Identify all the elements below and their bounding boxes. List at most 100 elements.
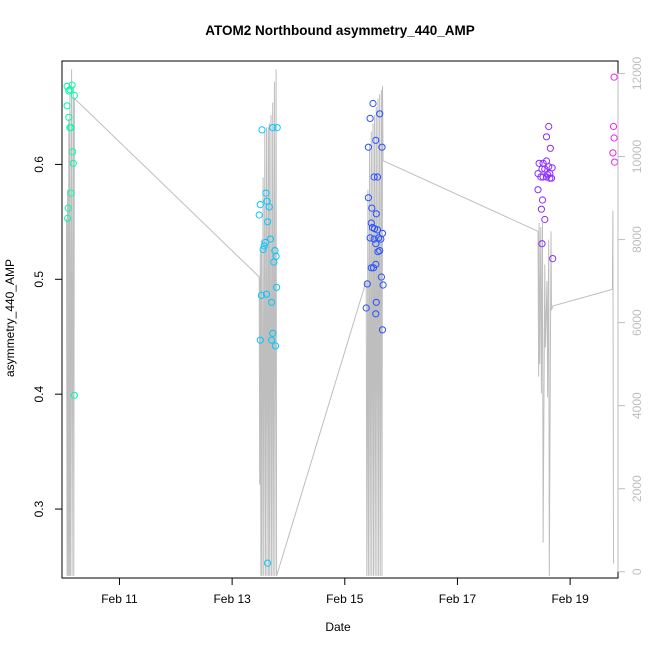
data-point xyxy=(611,158,619,166)
x-tick-label: Feb 13 xyxy=(213,592,251,606)
data-point xyxy=(364,194,372,202)
data-point xyxy=(70,91,79,100)
data-point xyxy=(547,174,556,182)
data-point xyxy=(538,240,546,248)
data-point xyxy=(537,173,545,181)
data-point xyxy=(270,258,278,266)
x-tick-label: Feb 11 xyxy=(101,592,138,606)
data-point xyxy=(378,143,386,151)
data-point xyxy=(260,242,268,250)
y-tick-label: 0.6 xyxy=(32,156,46,173)
data-point xyxy=(63,102,71,110)
data-point xyxy=(376,110,384,118)
points-layer xyxy=(63,73,619,567)
data-point xyxy=(67,189,75,197)
data-point xyxy=(609,122,618,131)
data-point xyxy=(542,133,551,141)
data-point xyxy=(545,163,553,171)
data-point xyxy=(268,298,276,306)
data-point xyxy=(69,148,77,156)
data-point xyxy=(373,173,382,181)
x-tick-label: Feb 15 xyxy=(326,592,364,606)
data-point xyxy=(542,173,551,181)
data-point xyxy=(546,144,555,152)
y-axis: 0.3 0.4 0.5 0.6 xyxy=(32,156,63,517)
data-point xyxy=(269,329,277,337)
x-tick-label: Feb 17 xyxy=(439,592,477,606)
plot-frame xyxy=(61,60,619,579)
data-point xyxy=(549,255,557,263)
data-point xyxy=(537,205,546,213)
data-point xyxy=(366,114,374,123)
x-tick-label: Feb 19 xyxy=(551,592,589,606)
data-point xyxy=(67,124,75,132)
y-tick-label: 0.4 xyxy=(32,386,46,403)
y-tick-label: 0.5 xyxy=(32,271,46,288)
data-point xyxy=(261,238,269,247)
data-point xyxy=(256,336,264,344)
right-tick-label: 10000 xyxy=(630,140,644,174)
data-point xyxy=(373,226,382,234)
data-point xyxy=(265,203,273,211)
data-point xyxy=(262,290,271,298)
data-point xyxy=(362,304,370,312)
data-point xyxy=(535,159,543,167)
data-point xyxy=(372,310,380,318)
data-point xyxy=(264,559,272,567)
data-point xyxy=(69,159,77,167)
data-point xyxy=(257,291,265,299)
data-point xyxy=(367,264,375,272)
data-point xyxy=(259,245,267,253)
x-axis: Feb 11 Feb 13 Feb 15 Feb 17 Feb 19 xyxy=(101,577,589,606)
data-point xyxy=(370,173,378,181)
data-point xyxy=(264,218,272,226)
data-point xyxy=(269,124,277,132)
data-point xyxy=(538,165,546,173)
data-point xyxy=(541,165,549,173)
data-point xyxy=(268,336,276,344)
data-point xyxy=(539,173,547,181)
data-point xyxy=(364,143,372,151)
data-point xyxy=(610,134,618,142)
data-point xyxy=(534,186,542,194)
data-point xyxy=(372,136,380,144)
right-tick-label: 4000 xyxy=(630,392,644,419)
data-point xyxy=(65,87,73,95)
data-point xyxy=(376,247,384,255)
data-point xyxy=(367,219,375,227)
data-point xyxy=(538,196,547,204)
count-line-layer xyxy=(66,69,614,577)
data-point xyxy=(369,99,377,108)
data-point xyxy=(374,248,382,256)
y-tick-label: 0.3 xyxy=(32,500,46,517)
data-point xyxy=(256,201,264,209)
data-point xyxy=(266,235,274,243)
data-point xyxy=(64,204,72,212)
data-point xyxy=(377,235,385,243)
data-point xyxy=(262,189,270,197)
data-point xyxy=(273,283,281,291)
data-point xyxy=(366,234,374,242)
data-point xyxy=(66,86,74,94)
right-tick-label: 2000 xyxy=(630,475,644,502)
data-point xyxy=(65,113,73,121)
data-point xyxy=(372,298,380,306)
data-point xyxy=(541,215,549,224)
data-point xyxy=(64,214,72,222)
data-point xyxy=(379,281,387,289)
data-point xyxy=(610,73,618,81)
count-series-line xyxy=(66,69,614,577)
data-point xyxy=(273,124,281,132)
chart-title: ATOM2 Northbound asymmetry_440_AMP xyxy=(205,23,475,38)
data-point xyxy=(372,260,380,268)
data-point xyxy=(378,326,387,334)
right-tick-label: 6000 xyxy=(630,309,644,336)
data-point xyxy=(68,81,76,89)
data-point xyxy=(372,240,380,248)
right-tick-label: 0 xyxy=(630,568,644,575)
data-point xyxy=(271,342,280,350)
x-axis-label: Date xyxy=(325,620,351,634)
data-point xyxy=(255,211,263,219)
